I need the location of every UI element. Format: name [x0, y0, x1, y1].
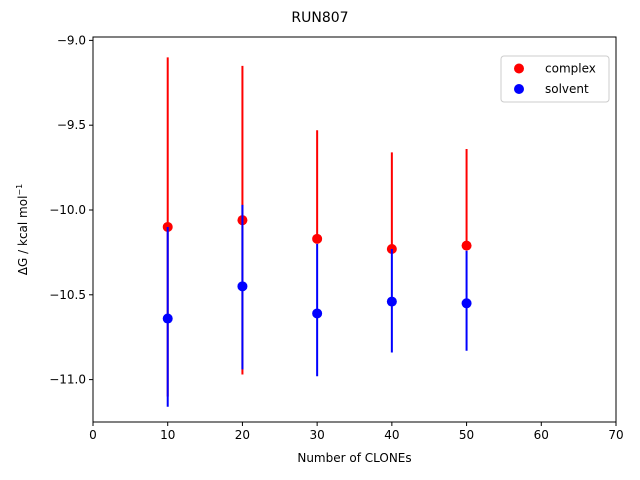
- x-axis-label: Number of CLONEs: [297, 451, 411, 465]
- x-tick-label: 40: [384, 428, 399, 442]
- y-tick-label: −9.5: [57, 118, 86, 132]
- y-axis-ticks: −11.0 −10.5 −10.0 −9.5 −9.0: [49, 33, 93, 387]
- y-tick-label: −9.0: [57, 33, 86, 47]
- x-axis-ticks: 0 10 20 30 40 50 60 70: [89, 422, 624, 442]
- x-tick-label: 70: [608, 428, 623, 442]
- y-axis-label: ΔG / kcal mol−1: [15, 184, 30, 275]
- chart-title: RUN807: [291, 10, 348, 26]
- solvent-point: [312, 308, 323, 319]
- solvent-point: [386, 296, 397, 307]
- legend-box: [500, 55, 610, 103]
- legend: complex solvent: [500, 55, 610, 103]
- legend-label-complex: complex: [545, 62, 596, 76]
- y-tick-label: −11.0: [49, 373, 86, 387]
- complex-point: [312, 233, 323, 244]
- legend-label-solvent: solvent: [545, 82, 589, 96]
- x-tick-label: 10: [160, 428, 175, 442]
- x-tick-label: 0: [89, 428, 97, 442]
- x-tick-label: 60: [534, 428, 549, 442]
- y-tick-label: −10.5: [49, 288, 86, 302]
- x-tick-label: 30: [310, 428, 325, 442]
- x-tick-label: 20: [235, 428, 250, 442]
- x-tick-label: 50: [459, 428, 474, 442]
- series-layer: [162, 57, 472, 407]
- plot-area: [92, 36, 617, 423]
- y-tick-label: −10.0: [49, 203, 86, 217]
- legend-marker-solvent: [514, 84, 524, 94]
- solvent-point: [237, 281, 248, 292]
- y-axis-label-main: ΔG / kcal mol: [16, 196, 30, 276]
- solvent-point: [461, 298, 472, 309]
- series-solvent: [162, 204, 472, 407]
- y-axis-label-superscript: −1: [15, 184, 24, 196]
- solvent-point: [162, 313, 173, 324]
- legend-marker-complex: [514, 63, 524, 74]
- plot-frame: [92, 36, 617, 423]
- complex-point: [461, 240, 472, 251]
